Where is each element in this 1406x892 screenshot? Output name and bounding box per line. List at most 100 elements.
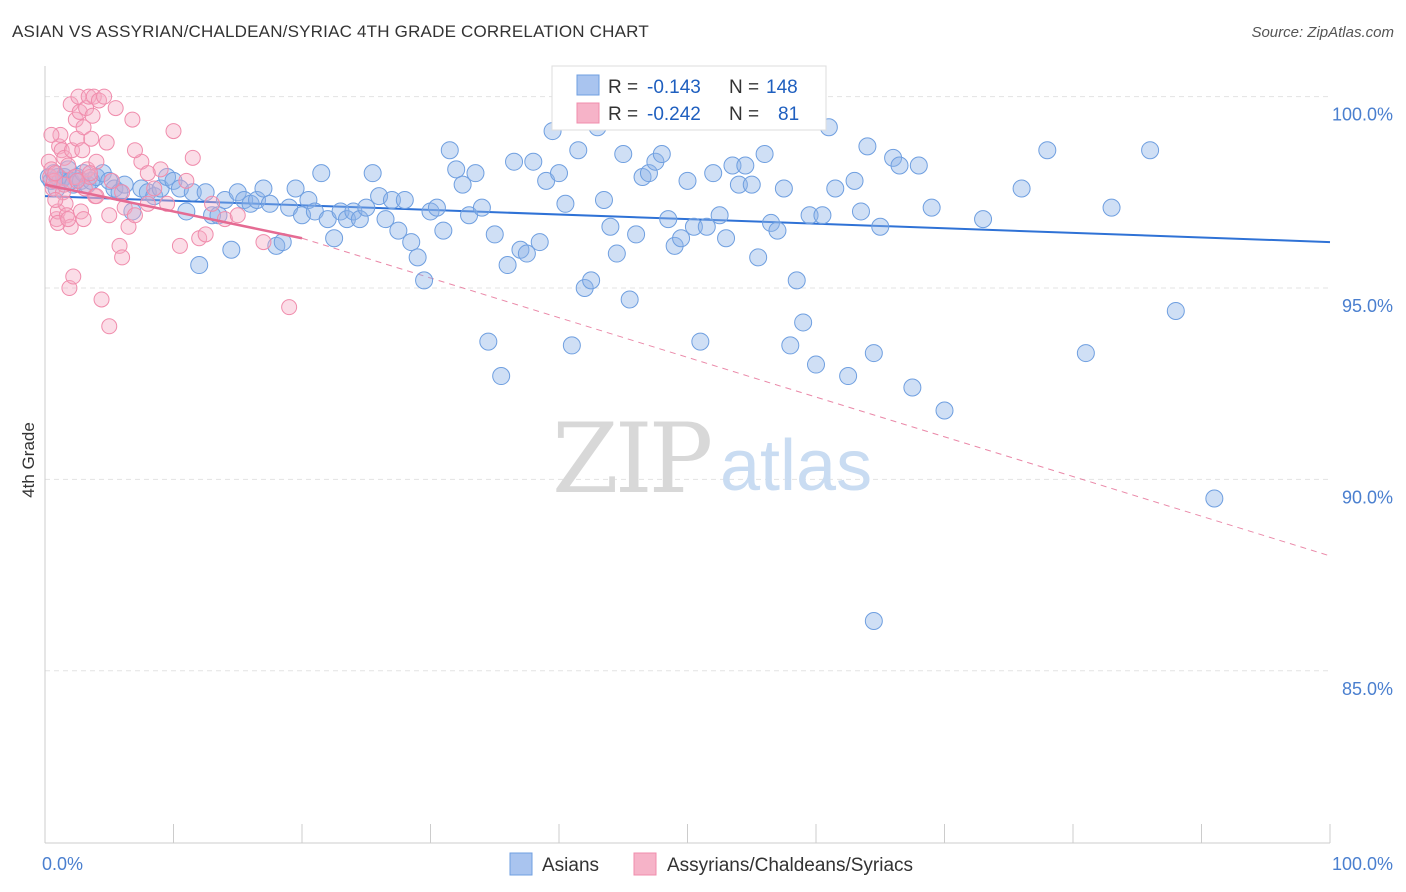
asian-point xyxy=(575,279,594,297)
chart-title: ASIAN VS ASSYRIAN/CHALDEAN/SYRIAC 4TH GR… xyxy=(12,22,649,41)
asian-point xyxy=(672,229,691,248)
assyrian-point xyxy=(98,134,115,151)
asian-point xyxy=(312,164,331,183)
assyrian-point xyxy=(126,142,143,159)
watermark-atlas: atlas xyxy=(720,426,872,506)
asian-point xyxy=(254,179,273,198)
asian-point xyxy=(717,229,736,248)
asian-point xyxy=(620,290,639,309)
asian-point xyxy=(530,233,549,252)
asian-point xyxy=(485,225,504,244)
asian-point xyxy=(909,156,928,175)
assyrian-point xyxy=(114,249,131,266)
assyrian-point xyxy=(75,119,92,136)
assyrian-point xyxy=(74,142,91,159)
y-tick-label: 100.0% xyxy=(1332,105,1393,125)
asian-point xyxy=(935,401,954,420)
asian-point xyxy=(299,190,318,209)
assyrian-point xyxy=(139,165,156,182)
asian-point xyxy=(665,236,684,255)
asian-point xyxy=(434,221,453,240)
assyrian-point xyxy=(114,184,131,201)
y-tick-label: 85.0% xyxy=(1342,679,1393,699)
asian-point xyxy=(903,378,922,397)
asian-point xyxy=(691,332,710,351)
asian-point xyxy=(729,175,748,194)
asian-point xyxy=(652,145,671,164)
asian-point xyxy=(505,152,524,171)
assyrian-point xyxy=(107,100,124,117)
stats-r-label-assyrians: R = xyxy=(608,104,638,125)
asian-point xyxy=(337,210,356,229)
assyrian-point xyxy=(184,149,201,166)
asian-point xyxy=(922,198,941,217)
series-asians xyxy=(39,118,1224,630)
asian-point xyxy=(704,164,723,183)
asian-point xyxy=(357,198,376,217)
asian-point xyxy=(427,198,446,217)
axes xyxy=(44,66,1331,844)
stats-swatch-asians xyxy=(576,74,600,96)
legend: Asians Assyrians/Chaldeans/Syriacs xyxy=(509,852,913,876)
asian-point xyxy=(177,202,196,221)
asian-point xyxy=(447,160,466,179)
y-tick-label: 95.0% xyxy=(1342,296,1393,316)
assyrian-point xyxy=(124,111,141,128)
x-tick-label-max: 100.0% xyxy=(1332,854,1393,874)
asian-point xyxy=(601,217,620,236)
asian-point xyxy=(222,240,241,259)
assyrian-point xyxy=(165,123,182,140)
watermark-zip: ZIP xyxy=(552,403,711,515)
assyrian-point xyxy=(47,165,64,182)
asian-point xyxy=(479,332,498,351)
x-tick-labels: 0.0% 100.0% xyxy=(42,854,1393,874)
asian-point xyxy=(453,175,472,194)
asian-point xyxy=(492,367,511,386)
asian-point xyxy=(164,171,183,190)
assyrian-point xyxy=(103,172,120,189)
asian-point xyxy=(569,141,588,160)
assyrian-point xyxy=(126,207,143,224)
assyrian-point xyxy=(81,165,98,182)
assyrian-point xyxy=(197,226,214,243)
series-assyrians xyxy=(40,88,298,335)
assyrian-point xyxy=(83,130,100,147)
asian-point xyxy=(1205,489,1224,508)
asian-point xyxy=(871,217,890,236)
asian-point xyxy=(723,156,742,175)
asian-point xyxy=(415,271,434,290)
asian-point xyxy=(376,210,395,229)
stats-swatch-assyrians xyxy=(576,102,600,124)
data-points xyxy=(39,88,1224,630)
asian-point xyxy=(395,190,414,209)
asian-point xyxy=(382,190,401,209)
stats-n-label-assyrians: N = xyxy=(729,104,759,125)
assyrian-point xyxy=(171,237,188,254)
stats-n-value-assyrians: 81 xyxy=(778,104,799,125)
asian-point xyxy=(325,229,344,248)
assyrian-point xyxy=(281,299,298,316)
asian-point xyxy=(781,336,800,355)
assyrian-point xyxy=(101,318,118,335)
asian-point xyxy=(774,179,793,198)
asian-point xyxy=(807,355,825,374)
assyrian-point xyxy=(69,172,86,189)
asian-point xyxy=(627,225,646,244)
asian-point xyxy=(472,198,491,217)
asian-point xyxy=(331,202,350,221)
asian-point xyxy=(582,271,601,290)
assyrian-point xyxy=(178,172,195,189)
asian-point xyxy=(858,137,877,156)
asian-point xyxy=(402,233,421,252)
asian-point xyxy=(1141,141,1160,160)
stats-r-value-asians: -0.143 xyxy=(647,77,701,98)
asian-point xyxy=(408,248,427,267)
asian-point xyxy=(614,145,633,164)
asian-point xyxy=(228,183,247,202)
asian-point xyxy=(363,164,382,183)
assyrian-point xyxy=(229,207,246,224)
asian-point xyxy=(768,221,787,240)
asian-point xyxy=(1038,141,1057,160)
asian-point xyxy=(1102,198,1121,217)
